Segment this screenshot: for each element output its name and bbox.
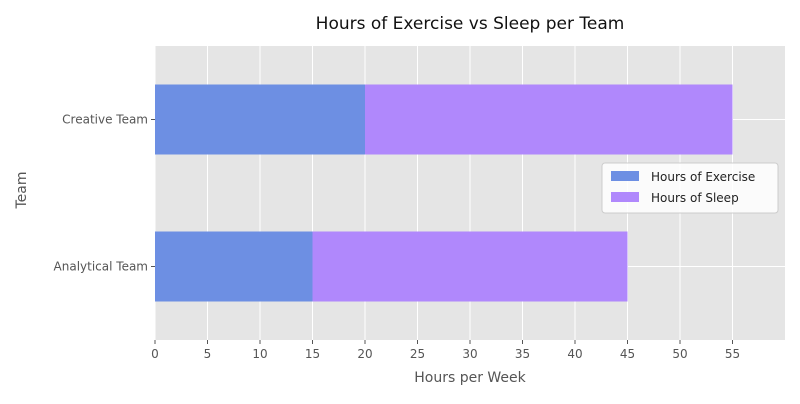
x-axis-title: Hours per Week <box>414 370 526 386</box>
x-tick-label: 25 <box>410 347 425 361</box>
x-tick-label: 10 <box>252 347 267 361</box>
bar-hours-of-sleep-creative-team <box>365 84 733 155</box>
x-tick-label: 45 <box>620 347 635 361</box>
y-tick-label: Analytical Team <box>54 260 148 274</box>
legend-box <box>601 162 779 214</box>
x-tick-label: 0 <box>151 347 159 361</box>
x-tick-label: 30 <box>462 347 477 361</box>
bar-hours-of-sleep-analytical-team <box>312 231 628 302</box>
chart-title: Hours of Exercise vs Sleep per Team <box>316 14 625 34</box>
x-tick-label: 35 <box>515 347 530 361</box>
bar-hours-of-exercise-analytical-team <box>155 231 313 302</box>
x-tick-label: 20 <box>357 347 372 361</box>
x-tick-label: 5 <box>204 347 212 361</box>
x-tick-label: 15 <box>305 347 320 361</box>
y-axis-title: Team <box>14 171 30 209</box>
legend-swatch-hours-of-sleep <box>611 192 639 202</box>
legend-label-hours-of-exercise: Hours of Exercise <box>651 170 755 184</box>
legend: Hours of Exercise Hours of Sleep <box>601 162 779 214</box>
x-tick-label: 40 <box>567 347 582 361</box>
y-tick-label: Creative Team <box>62 113 148 127</box>
legend-swatch-hours-of-exercise <box>611 171 639 181</box>
x-tick-label: 55 <box>725 347 740 361</box>
legend-label-hours-of-sleep: Hours of Sleep <box>651 191 739 205</box>
x-tick-label: 50 <box>672 347 687 361</box>
bar-hours-of-exercise-creative-team <box>155 84 365 155</box>
